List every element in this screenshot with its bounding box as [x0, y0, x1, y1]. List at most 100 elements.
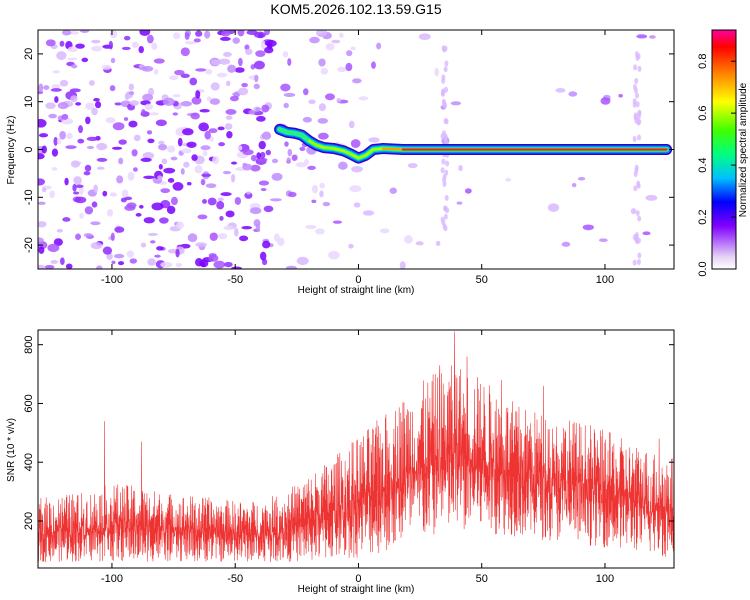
heatmap-cell: [157, 175, 163, 181]
signal-track-segment: [332, 147, 345, 153]
heatmap-cell: [133, 134, 141, 142]
heatmap-cell: [642, 231, 651, 236]
snr-panel: -100 -50 0 50 100 200 400 600 800 Height of str…: [6, 329, 675, 595]
heatmap-cell: [102, 190, 108, 197]
signal-track-segment: [364, 148, 375, 157]
heatmap-cell: [217, 126, 225, 131]
heatmap-cell: [131, 149, 138, 157]
heatmap-cell: [169, 75, 179, 81]
heatmap-cell: [195, 30, 203, 37]
heatmap-cell: [120, 197, 127, 203]
heatmap-cell: [81, 57, 89, 63]
heatmap-cell: [636, 34, 648, 39]
heatmap-cell: [96, 166, 105, 170]
heatmap-cell: [198, 122, 209, 132]
heatmap-cell: [308, 99, 316, 105]
heatmap-cell: [238, 57, 243, 67]
heatmap-cell: [458, 165, 463, 172]
heatmap-cell: [307, 165, 316, 170]
colorbar-gradient: [711, 29, 737, 270]
heatmap-cell: [637, 109, 642, 116]
heatmap-cell: [244, 191, 253, 199]
heatmap-cell: [133, 167, 138, 172]
heatmap-cell: [155, 119, 167, 127]
colorbar-tick-label: 0.4: [697, 157, 709, 172]
heatmap-cell: [112, 122, 125, 131]
heatmap-cell: [64, 177, 69, 186]
heatmap-noise: [38, 30, 658, 269]
heatmap-cell: [636, 258, 641, 265]
heatmap-cell: [70, 64, 78, 69]
signal-track-segment: [308, 139, 318, 147]
heatmap-cell: [204, 30, 211, 39]
heatmap-cell: [309, 36, 320, 44]
heatmap-cell: [186, 182, 192, 186]
heatmap-cell: [325, 42, 335, 51]
signal-track-segment: [285, 131, 296, 135]
heatmap-cell: [311, 199, 317, 204]
heatmap-cell: [221, 30, 231, 37]
heatmap-cell: [234, 67, 245, 73]
heatmap-cell: [443, 66, 448, 73]
heatmap-cell: [85, 116, 91, 125]
heatmap-cell: [319, 190, 324, 198]
signal-track-segment: [322, 146, 335, 150]
heatmap-cell: [241, 225, 253, 230]
snr-series-line: [38, 331, 674, 563]
heatmap-cell: [111, 146, 123, 150]
heatmap-cell: [147, 232, 158, 237]
heatmap-cell: [633, 87, 638, 94]
heatmap-cell: [142, 93, 154, 102]
heatmap-cell: [632, 98, 637, 105]
heatmap-cell: [216, 200, 225, 210]
heatmap-cell: [305, 224, 317, 230]
heatmap-cell: [50, 88, 62, 92]
heatmap-cell: [634, 232, 639, 239]
heatmap-cell: [91, 107, 98, 116]
heatmap-cell: [434, 67, 440, 77]
heatmap-cell: [113, 253, 125, 259]
heatmap-cell: [158, 163, 163, 170]
heatmap-cell: [637, 65, 642, 72]
heatmap-cell: [443, 205, 448, 212]
heatmap-cell: [350, 139, 361, 148]
heatmap-cell: [223, 51, 232, 58]
heatmap-cell: [195, 90, 201, 99]
heatmap-cell: [295, 162, 308, 168]
heatmap-x-tick-label: 0: [355, 274, 361, 286]
heatmap-cell: [86, 145, 95, 149]
heatmap-cell: [59, 79, 69, 87]
heatmap-cell: [348, 120, 355, 129]
heatmap-cell: [180, 47, 190, 57]
heatmap-cell: [318, 58, 326, 67]
heatmap-cell: [288, 191, 297, 198]
heatmap-cell: [311, 184, 318, 194]
heatmap-cell: [107, 209, 114, 217]
snr-x-tick-label: 100: [596, 573, 614, 585]
heatmap-cell: [127, 171, 135, 181]
heatmap-cell: [128, 91, 135, 96]
heatmap-cell: [77, 138, 85, 144]
heatmap-cell: [189, 77, 198, 86]
heatmap-x-tick-label: -100: [101, 274, 123, 286]
heatmap-cell: [91, 39, 101, 44]
heatmap-cell: [285, 265, 297, 269]
heatmap-cell: [415, 241, 424, 246]
heatmap-y-axis-label: Frequency (Hz): [6, 116, 17, 185]
heatmap-cell: [199, 259, 209, 268]
heatmap-cell: [174, 69, 185, 76]
heatmap-cell: [62, 217, 71, 222]
heatmap-cell: [53, 136, 58, 146]
heatmap-cell: [284, 141, 289, 147]
heatmap-cell: [118, 139, 127, 145]
heatmap-cell: [547, 203, 560, 212]
heatmap-cell: [226, 80, 231, 87]
heatmap-y-tick-label: 20: [23, 48, 35, 60]
heatmap-cell: [582, 224, 594, 231]
heatmap-cell: [371, 61, 376, 69]
heatmap-cell: [124, 204, 136, 211]
heatmap-cell: [50, 260, 59, 264]
heatmap-cell: [141, 108, 146, 115]
heatmap-cell: [287, 148, 293, 157]
heatmap-cell: [634, 164, 639, 171]
